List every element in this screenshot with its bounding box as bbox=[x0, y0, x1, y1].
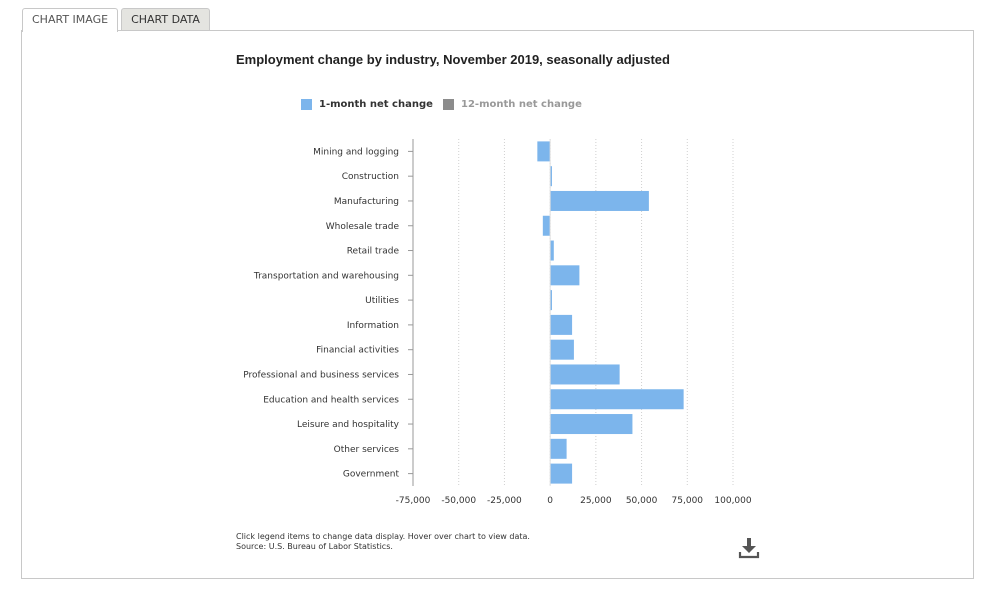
tab-chart-data[interactable]: CHART DATA bbox=[121, 8, 210, 30]
category-label: Mining and logging bbox=[313, 147, 399, 157]
bar[interactable] bbox=[550, 314, 573, 335]
legend-label-12-month: 12-month net change bbox=[461, 98, 582, 110]
x-tick-label: -75,000 bbox=[396, 496, 431, 506]
x-tick-label: -25,000 bbox=[487, 496, 522, 506]
chart-tabs: CHART IMAGE CHART DATA bbox=[22, 8, 210, 32]
category-label: Transportation and warehousing bbox=[253, 271, 399, 281]
bar[interactable] bbox=[550, 265, 580, 286]
bar[interactable] bbox=[550, 389, 684, 410]
x-tick-label: 25,000 bbox=[580, 496, 612, 506]
x-tick-label: 0 bbox=[547, 496, 553, 506]
bar[interactable] bbox=[550, 463, 573, 484]
category-label: Other services bbox=[334, 445, 400, 455]
bar[interactable] bbox=[537, 141, 551, 162]
category-label: Government bbox=[343, 470, 400, 480]
bar[interactable] bbox=[550, 190, 649, 211]
tab-chart-image[interactable]: CHART IMAGE bbox=[22, 8, 119, 32]
category-label: Manufacturing bbox=[334, 197, 399, 207]
legend-swatch-1-month bbox=[301, 98, 312, 110]
bar[interactable] bbox=[550, 290, 552, 311]
x-tick-label: 75,000 bbox=[672, 496, 704, 506]
bar[interactable] bbox=[550, 166, 552, 187]
category-label: Professional and business services bbox=[243, 370, 399, 380]
category-label: Financial activities bbox=[316, 346, 399, 356]
bar[interactable] bbox=[550, 240, 554, 261]
x-tick-label: 50,000 bbox=[626, 496, 658, 506]
download-arrow-icon bbox=[738, 538, 760, 559]
legend-item-1-month[interactable]: 1-month net change bbox=[301, 97, 433, 111]
bar[interactable] bbox=[550, 339, 574, 360]
chart-title: Employment change by industry, November … bbox=[236, 52, 670, 67]
bar[interactable] bbox=[550, 438, 567, 459]
x-tick-label: 100,000 bbox=[714, 496, 751, 506]
legend-item-12-month[interactable]: 12-month net change bbox=[443, 97, 582, 111]
category-label: Wholesale trade bbox=[326, 222, 400, 232]
bar[interactable] bbox=[550, 414, 633, 435]
category-label: Education and health services bbox=[263, 395, 399, 405]
chart-panel bbox=[21, 30, 974, 579]
bar[interactable] bbox=[550, 364, 620, 385]
legend-swatch-12-month bbox=[443, 98, 454, 110]
category-label: Retail trade bbox=[347, 247, 400, 257]
footnote-source: Source: U.S. Bureau of Labor Statistics. bbox=[236, 542, 393, 551]
bar[interactable] bbox=[542, 215, 551, 236]
download-icon[interactable] bbox=[738, 536, 760, 560]
category-label: Leisure and hospitality bbox=[297, 420, 400, 430]
legend-label-1-month: 1-month net change bbox=[319, 98, 433, 110]
chart-footnote: Click legend items to change data displa… bbox=[236, 532, 530, 552]
category-label: Construction bbox=[342, 172, 399, 182]
x-tick-label: -50,000 bbox=[441, 496, 476, 506]
category-label: Information bbox=[347, 321, 399, 331]
footnote-instructions: Click legend items to change data displa… bbox=[236, 532, 530, 541]
category-label: Utilities bbox=[365, 296, 399, 306]
